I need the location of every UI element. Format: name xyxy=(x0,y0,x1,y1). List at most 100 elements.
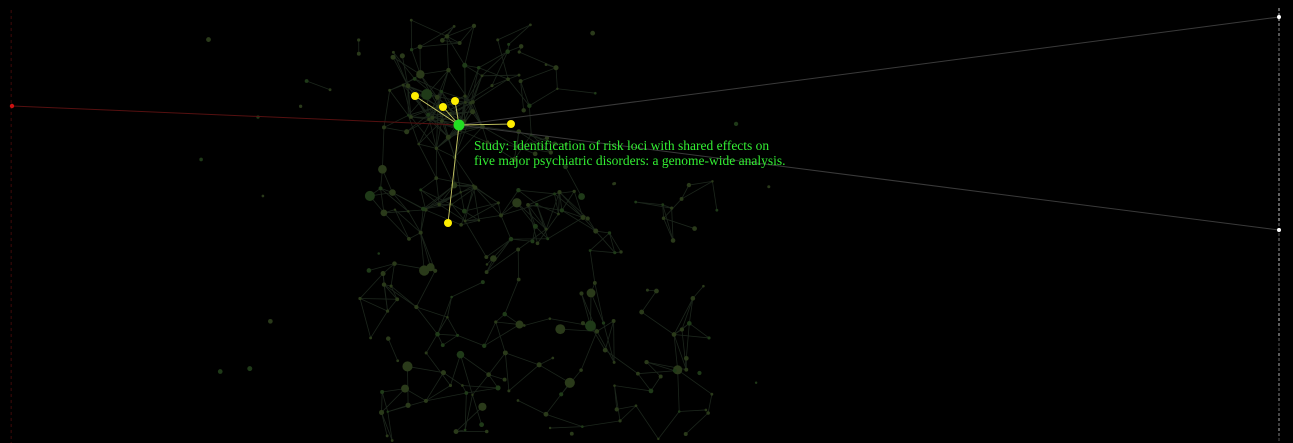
background-edge xyxy=(590,292,592,326)
background-node xyxy=(572,189,576,194)
background-node xyxy=(546,237,550,241)
background-edge xyxy=(359,298,388,312)
background-node xyxy=(434,146,439,151)
left-axis-tick xyxy=(10,352,12,355)
background-node xyxy=(715,208,719,212)
right-axis-tick xyxy=(1278,73,1280,76)
background-edge xyxy=(545,394,562,415)
background-node xyxy=(496,201,500,205)
background-edge xyxy=(604,349,639,375)
background-edge xyxy=(423,191,461,210)
background-node xyxy=(593,228,599,234)
left-axis-tick xyxy=(10,10,12,13)
highlighted-nodes[interactable] xyxy=(9,15,1281,232)
left-axis-tick xyxy=(10,412,12,415)
right-axis-tick xyxy=(1278,383,1280,386)
background-node xyxy=(417,44,423,50)
background-edge xyxy=(671,208,674,241)
background-node xyxy=(480,280,485,285)
focus-study-node[interactable] xyxy=(453,119,465,131)
right-axis-tick xyxy=(1278,63,1280,66)
background-edge xyxy=(712,181,718,211)
background-node xyxy=(607,231,612,235)
background-node xyxy=(613,251,617,255)
background-edge xyxy=(450,354,461,386)
background-edge xyxy=(446,296,453,318)
left-axis-tick xyxy=(10,76,12,79)
background-edge xyxy=(609,232,616,253)
background-node xyxy=(532,223,538,229)
background-edge xyxy=(459,25,475,44)
left-axis-tick xyxy=(10,262,12,265)
background-edge xyxy=(380,188,409,212)
background-edge xyxy=(580,331,598,371)
background-node xyxy=(206,37,211,42)
background-nodes xyxy=(199,18,771,442)
background-edge xyxy=(650,376,662,392)
background-node xyxy=(328,88,332,92)
right-axis-tick xyxy=(1278,68,1280,71)
background-edge xyxy=(555,67,558,89)
background-edge xyxy=(387,299,398,312)
neighbor-node[interactable] xyxy=(439,103,447,111)
neighbor-node[interactable] xyxy=(451,97,459,105)
background-edge xyxy=(436,69,449,98)
background-edge xyxy=(507,45,522,52)
background-node xyxy=(518,79,523,84)
background-edge xyxy=(465,85,493,103)
background-edge xyxy=(390,285,398,300)
right-axis-tick xyxy=(1278,218,1280,221)
background-node xyxy=(692,226,697,231)
background-node xyxy=(393,208,397,211)
background-node xyxy=(470,100,475,104)
background-edge xyxy=(681,298,694,330)
background-node xyxy=(391,50,395,54)
background-edge xyxy=(420,177,437,191)
background-node xyxy=(385,434,389,438)
neighbor-node[interactable] xyxy=(411,92,419,100)
left-axis-tick xyxy=(10,100,12,103)
background-edge xyxy=(565,166,582,197)
background-node xyxy=(386,410,390,413)
background-edge xyxy=(460,187,476,193)
right-axis-tick xyxy=(1278,123,1280,126)
background-node xyxy=(261,194,265,198)
background-edge xyxy=(663,218,674,241)
left-axis-tick xyxy=(10,328,12,331)
left-axis-tick xyxy=(10,430,12,433)
background-edge xyxy=(410,116,437,149)
background-node xyxy=(517,73,521,77)
left-axis-node[interactable] xyxy=(9,103,15,109)
background-edge xyxy=(673,334,710,339)
background-edge xyxy=(438,204,466,222)
background-edge xyxy=(483,321,497,346)
right-axis-tick xyxy=(1278,113,1280,116)
background-edge xyxy=(561,210,596,232)
background-node xyxy=(661,216,666,221)
background-edge xyxy=(581,293,591,326)
right-axis-node[interactable] xyxy=(1277,15,1281,19)
background-edge xyxy=(387,411,393,441)
background-edge xyxy=(679,409,706,412)
left-axis-tick xyxy=(10,238,12,241)
background-node xyxy=(463,94,467,98)
background-edge xyxy=(516,131,520,147)
background-node xyxy=(639,309,645,315)
background-edge xyxy=(381,412,388,436)
left-axis-tick xyxy=(10,46,12,49)
background-node xyxy=(440,370,446,376)
background-node xyxy=(299,104,303,108)
background-node xyxy=(553,192,556,196)
background-edge xyxy=(685,323,690,359)
right-axis-tick xyxy=(1278,358,1280,361)
background-edge xyxy=(422,184,455,210)
background-node xyxy=(512,198,522,208)
right-axis-node[interactable] xyxy=(1277,228,1281,232)
right-axis-tick xyxy=(1278,328,1280,331)
neighbor-node[interactable] xyxy=(444,219,452,227)
background-edge xyxy=(613,321,615,363)
neighbor-node[interactable] xyxy=(507,120,515,128)
background-edge xyxy=(561,209,584,218)
